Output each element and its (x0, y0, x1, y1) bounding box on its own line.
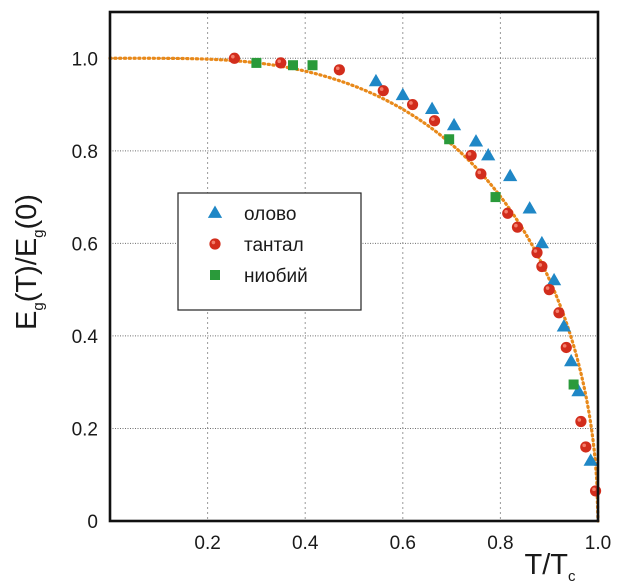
circle-marker (465, 149, 477, 162)
circle-marker-highlight (592, 487, 596, 492)
circle-marker (511, 221, 524, 233)
legend-label: олово (244, 204, 296, 225)
circle-marker (575, 415, 587, 428)
triangle-marker (556, 319, 571, 332)
circle-marker-highlight (467, 152, 472, 156)
legend-label: тантал (244, 235, 304, 256)
circle-marker-highlight (545, 286, 550, 290)
y-axis-ticks: 0 0.2 0.4 0.6 0.8 1.0 (72, 49, 99, 533)
x-axis-ticks: 0.2 0.4 0.6 0.8 1.0 (194, 533, 611, 554)
square-marker (444, 134, 455, 145)
legend-circle-marker (209, 238, 221, 250)
x-tick-label: 1.0 (585, 533, 611, 554)
legend-circle-marker-highlight (211, 240, 216, 245)
circle-marker (428, 115, 441, 127)
y-tick-label: 0.6 (72, 234, 98, 255)
legend-box (177, 192, 362, 311)
circle-marker (589, 485, 602, 497)
circle-marker-highlight (409, 101, 413, 105)
legend: олово тантал ниобий (177, 192, 362, 311)
circle-marker-highlight (379, 87, 384, 91)
circle-marker (560, 341, 572, 354)
circle-marker (531, 247, 543, 259)
circle-marker-highlight (582, 443, 586, 448)
triangle-marker (395, 87, 410, 101)
circle-marker (475, 168, 487, 180)
circle-marker (536, 260, 548, 273)
fit-curve (108, 56, 600, 523)
square-marker (251, 57, 262, 68)
circle-marker-highlight (477, 170, 482, 175)
circle-marker-highlight (335, 66, 340, 71)
x-tick-label: 0.2 (194, 533, 220, 554)
y-tick-label: 0 (87, 512, 98, 533)
legend-triangle-marker (207, 205, 223, 218)
plot-frame (108, 10, 600, 523)
circle-marker-highlight (555, 309, 560, 313)
triangle-marker (468, 134, 484, 147)
circle-marker-highlight (533, 249, 538, 253)
y-tick-label: 0.4 (72, 327, 99, 348)
x-axis-label: T/Tc (525, 549, 577, 582)
circle-marker (275, 57, 287, 69)
square-marker (288, 60, 298, 71)
circle-marker (543, 284, 555, 296)
x-tick-label: 0.4 (292, 533, 319, 554)
square-marker (490, 192, 501, 203)
circle-marker-highlight (538, 263, 543, 267)
y-tick-label: 1.0 (72, 49, 98, 70)
circle-marker-highlight (504, 209, 508, 214)
circle-marker (406, 98, 419, 111)
triangle-marker (564, 353, 579, 367)
y-tick-label: 0.2 (72, 419, 98, 440)
circle-marker-highlight (562, 344, 567, 348)
x-tick-label: 0.6 (390, 533, 416, 554)
square-marker (307, 60, 318, 71)
triangle-marker (368, 73, 384, 87)
circle-marker (228, 52, 241, 64)
x-tick-label: 0.8 (487, 533, 513, 554)
triangle-marker (522, 201, 537, 214)
circle-marker (553, 307, 565, 319)
circle-marker-highlight (514, 223, 518, 228)
legend-square-marker (210, 270, 220, 280)
triangle-marker (534, 235, 550, 249)
triangle-marker (424, 101, 440, 115)
circle-marker (333, 64, 345, 76)
circle-marker-highlight (431, 117, 435, 121)
triangle-marker (571, 383, 586, 397)
circle-marker-highlight (577, 418, 582, 422)
circle-marker (502, 207, 514, 219)
y-tick-label: 0.8 (72, 142, 98, 163)
y-axis-label: Eg(T)/Eg(0) (11, 194, 47, 330)
circle-marker (377, 85, 389, 97)
square-marker (568, 379, 579, 390)
circle-marker-highlight (277, 59, 282, 64)
triangle-marker (583, 453, 598, 466)
triangle-marker (481, 147, 496, 161)
circle-marker-highlight (231, 54, 235, 59)
triangle-marker (546, 272, 562, 286)
triangle-marker (503, 168, 518, 182)
circle-marker (580, 441, 592, 453)
data-markers (228, 52, 602, 497)
legend-label: ниобий (244, 266, 308, 287)
triangle-marker (446, 117, 462, 131)
